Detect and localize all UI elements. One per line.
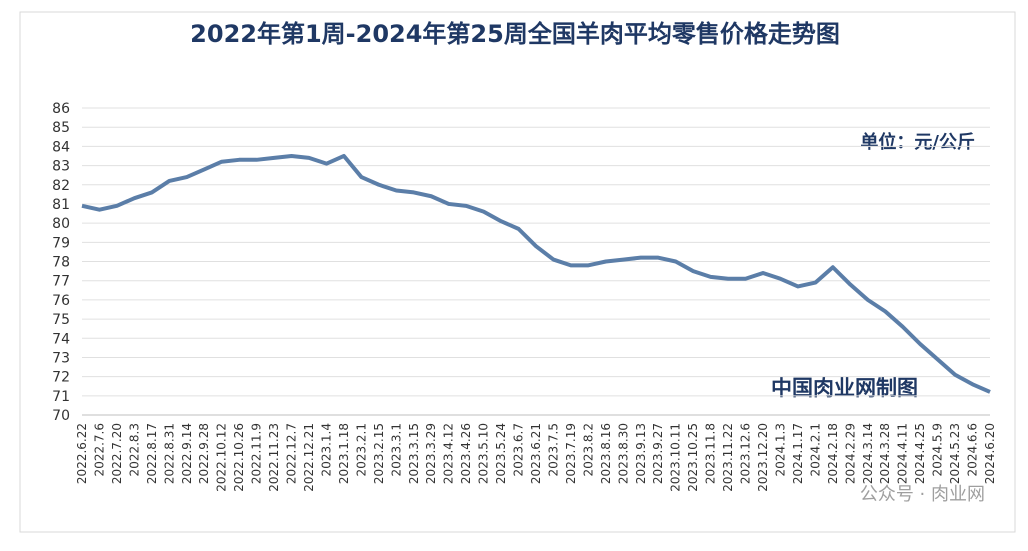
x-tick-label: 2023.7.5 [546,423,560,476]
x-tick-label: 2022.6.22 [75,423,89,484]
source-label: 中国肉业网制图 [771,376,918,400]
x-tick-label: 2024.4.25 [913,423,927,484]
x-tick-label: 2024.5.9 [931,423,945,476]
x-tick-label: 2024.5.23 [948,423,962,484]
x-tick-label: 2023.2.15 [372,423,386,484]
x-tick-label: 2022.10.12 [215,423,229,492]
x-tick-label: 2022.12.21 [302,423,316,492]
x-tick-label: 2023.10.11 [669,423,683,492]
x-tick-label: 2023.10.25 [686,423,700,492]
x-tick-label: 2022.9.28 [197,423,211,484]
x-tick-label: 2023.7.19 [564,423,578,484]
watermark: 公众号 · 肉业网 [860,484,985,505]
x-tick-label: 2024.6.6 [966,423,980,476]
y-tick-label: 75 [52,312,70,328]
y-tick-label: 77 [52,274,70,290]
y-tick-label: 86 [52,101,70,117]
x-tick-label: 2024.2.29 [843,423,857,484]
x-tick-label: 2023.5.24 [494,423,508,484]
x-tick-label: 2022.11.23 [267,423,281,492]
x-tick-label: 2023.9.13 [634,423,648,484]
y-tick-label: 72 [52,370,70,386]
data-line [81,153,991,394]
chart-frame [19,11,1016,533]
x-tick-label: 2023.9.27 [651,423,665,484]
x-tick-label: 2023.3.15 [407,423,421,484]
x-tick-label: 2023.11.22 [721,423,735,492]
x-tick-label: 2023.11.8 [704,423,718,484]
x-tick-label: 2023.1.18 [337,423,351,484]
x-tick-label: 2022.8.31 [162,423,176,484]
x-tick-label: 2023.8.30 [616,423,630,484]
x-tick-label: 2023.4.12 [442,423,456,484]
x-tick-label: 2023.3.29 [424,423,438,484]
chart-title: 2022年第1周-2024年第25周全国羊肉平均零售价格走势图 [190,20,840,48]
x-tick-label: 2022.12.7 [285,423,299,484]
y-tick-label: 78 [52,255,70,271]
x-tick-label: 2023.8.2 [581,423,595,476]
y-tick-label: 83 [52,159,70,175]
x-tick-label: 2023.6.21 [529,423,543,484]
y-tick-label: 70 [52,408,70,424]
x-tick-label: 2023.8.16 [599,423,613,484]
x-tick-label: 2024.3.28 [878,423,892,484]
x-tick-label: 2022.7.6 [92,423,106,476]
x-tick-label: 2023.1.4 [319,423,333,476]
x-tick-label: 2022.7.20 [110,423,124,484]
y-tick-label: 84 [52,139,70,155]
x-tick-label: 2023.12.6 [739,423,753,484]
x-tick-label: 2022.11.9 [250,423,264,484]
y-tick-label: 74 [52,331,70,347]
y-tick-label: 80 [52,216,70,232]
x-tick-label: 2024.4.11 [896,423,910,484]
x-tick-label: 2023.12.20 [756,423,770,492]
x-tick-label: 2023.4.26 [459,423,473,484]
y-tick-label: 71 [52,389,70,405]
x-tick-label: 2024.1.17 [791,423,805,484]
x-tick-label: 2023.3.1 [389,423,403,476]
x-tick-label: 2023.5.10 [477,423,491,484]
x-tick-label: 2023.6.7 [512,423,526,476]
y-tick-label: 85 [52,120,70,136]
x-tick-label: 2022.8.3 [127,423,141,476]
x-tick-label: 2024.3.14 [861,423,875,484]
x-tick-label: 2024.1.3 [773,423,787,476]
y-tick-label: 79 [52,235,70,251]
x-tick-label: 2022.10.26 [232,423,246,492]
x-tick-label: 2023.2.1 [354,423,368,476]
x-tick-label: 2024.2.1 [808,423,822,476]
y-tick-label: 73 [52,350,70,366]
y-tick-label: 82 [52,178,70,194]
y-tick-label: 76 [52,293,70,309]
x-tick-label: 2022.9.14 [180,423,194,484]
x-tick-label: 2022.8.17 [145,423,159,484]
x-tick-label: 2024.2.18 [826,423,840,484]
y-tick-label: 81 [52,197,70,213]
unit-label: 单位：元/公斤 [860,131,975,153]
x-tick-label: 2024.6.20 [983,423,997,484]
